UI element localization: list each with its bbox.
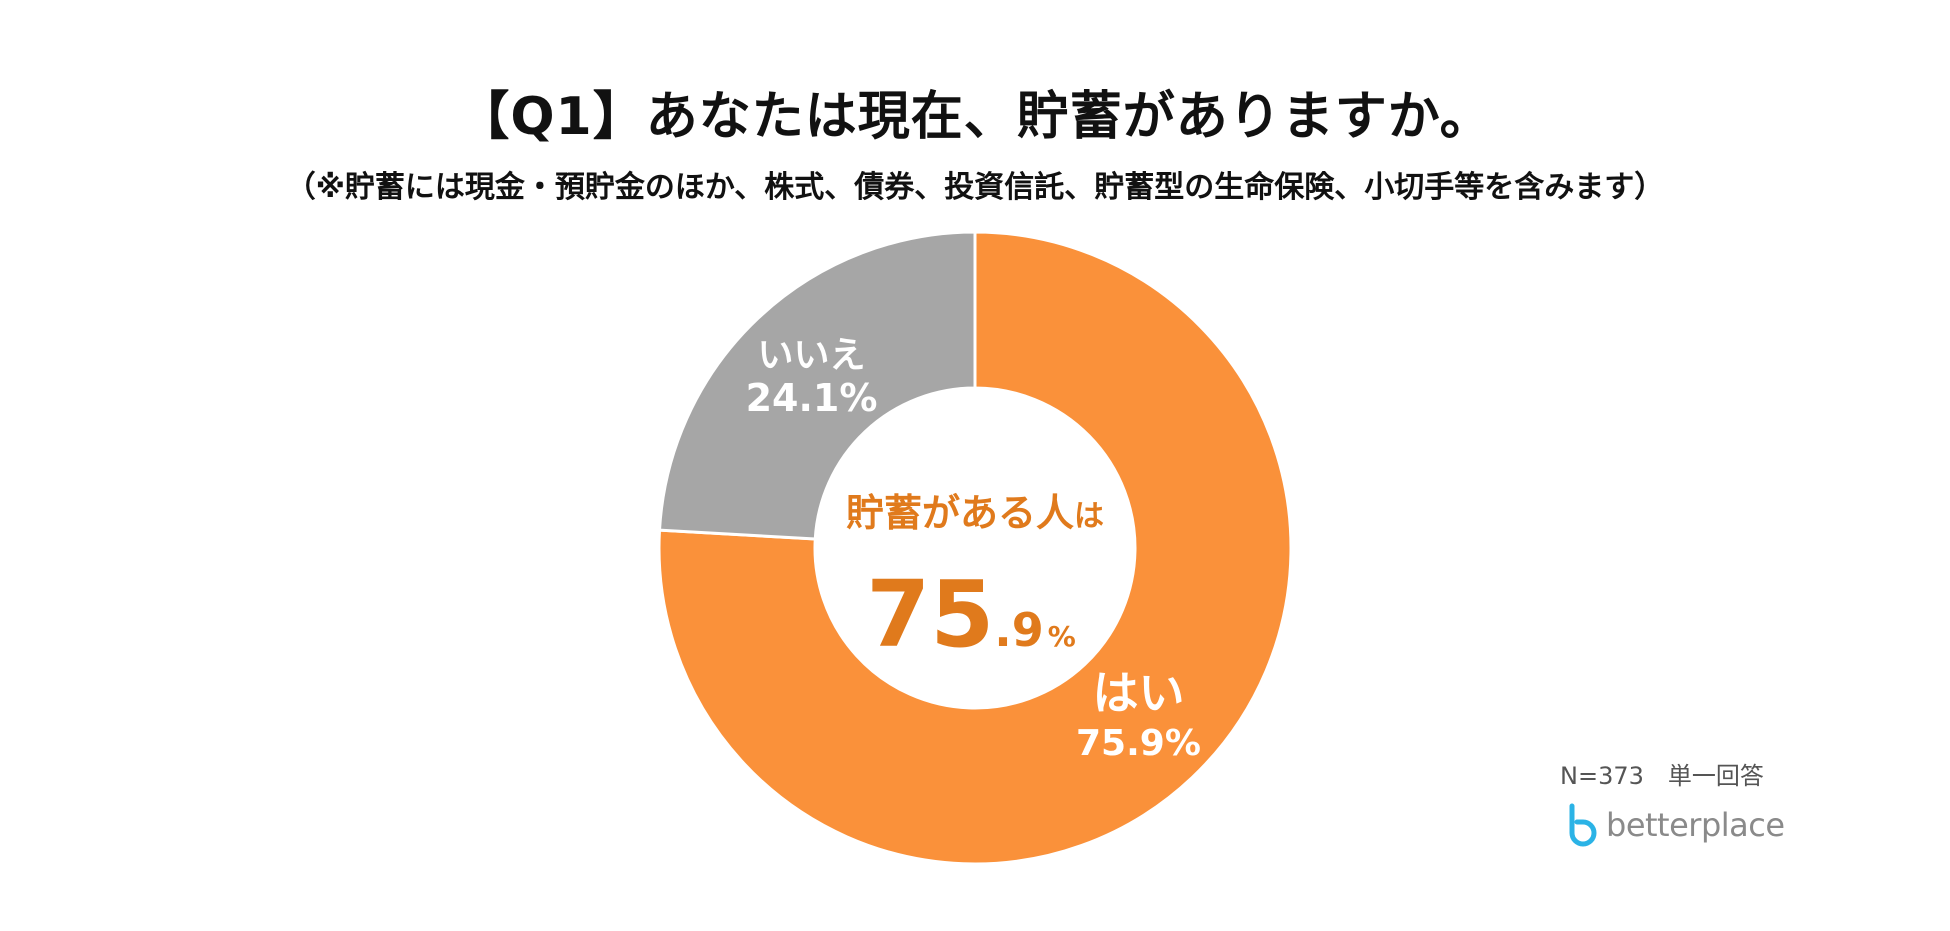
slice-value-label-no: 24.1% bbox=[746, 376, 878, 420]
brand-name: betterplace bbox=[1606, 806, 1785, 844]
slice-category-label-yes: はい bbox=[1092, 666, 1184, 720]
center-value: 75.9% bbox=[866, 561, 1076, 668]
chart-subtitle: （※貯蓄には現金・預貯金のほか、株式、債券、投資信託、貯蓄型の生命保険、小切手等… bbox=[285, 170, 1665, 205]
chart-title: 【Q1】あなたは現在、貯蓄がありますか。 bbox=[457, 87, 1493, 147]
brand-logo: betterplace bbox=[1566, 800, 1785, 850]
betterplace-logo-icon bbox=[1569, 803, 1597, 847]
center-caption: 貯蓄がある人は bbox=[846, 491, 1104, 535]
slice-value-label-yes: 75.9% bbox=[1076, 723, 1201, 764]
donut-slice-no bbox=[657, 230, 977, 541]
slice-category-label-no: いいえ bbox=[758, 335, 866, 376]
donut-slice-yes bbox=[657, 230, 1293, 866]
sample-size-note: N=373 単一回答 bbox=[1560, 762, 1764, 790]
